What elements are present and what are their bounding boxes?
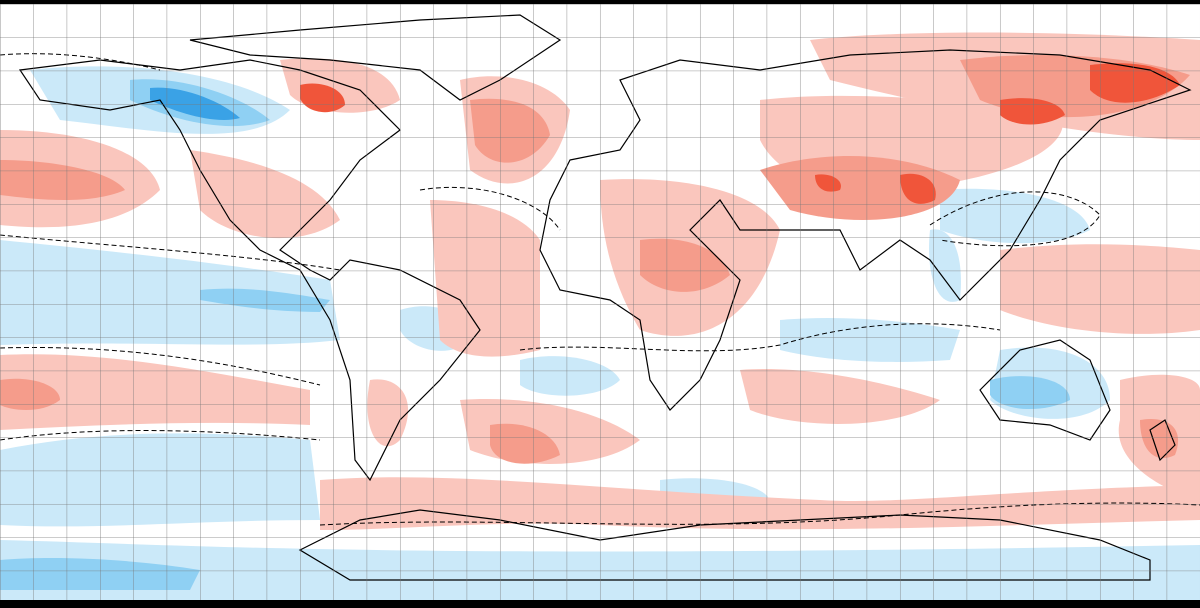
graticule — [0, 4, 1200, 600]
